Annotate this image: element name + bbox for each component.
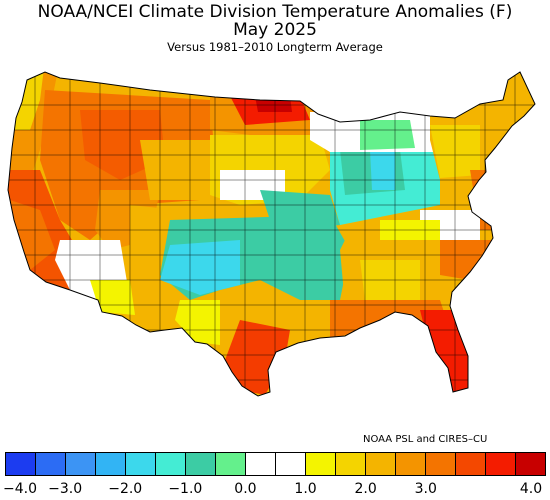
color-legend bbox=[5, 452, 546, 476]
legend-swatch bbox=[66, 453, 96, 475]
legend-swatch bbox=[336, 453, 366, 475]
legend-swatch bbox=[36, 453, 66, 475]
legend-swatch bbox=[96, 453, 126, 475]
legend-tick-label: 1.0 bbox=[294, 481, 317, 497]
legend-tick-label: 3.0 bbox=[414, 481, 437, 497]
legend-swatch bbox=[456, 453, 486, 475]
legend-tick-label: −2.0 bbox=[108, 481, 143, 497]
legend-swatch bbox=[426, 453, 456, 475]
legend-swatch bbox=[216, 453, 246, 475]
legend-swatch bbox=[246, 453, 276, 475]
us-outline bbox=[7, 71, 536, 397]
legend-swatch bbox=[6, 453, 36, 475]
map-date: May 2025 bbox=[233, 20, 317, 40]
map-baseline: Versus 1981–2010 Longterm Average bbox=[167, 40, 383, 54]
legend-tick-label: 2.0 bbox=[354, 481, 377, 497]
legend-tick-label: −1.0 bbox=[168, 481, 203, 497]
legend-tick-label: 4.0 bbox=[519, 481, 543, 497]
legend-swatch bbox=[486, 453, 516, 475]
legend-swatch bbox=[156, 453, 186, 475]
legend-tick-label: −4.0 bbox=[3, 481, 37, 497]
legend-swatch bbox=[126, 453, 156, 475]
legend-swatch bbox=[276, 453, 306, 475]
legend-swatch bbox=[366, 453, 396, 475]
legend-tick-label: −3.0 bbox=[48, 481, 83, 497]
legend-swatch bbox=[516, 453, 545, 475]
legend-swatch bbox=[396, 453, 426, 475]
credit-label: NOAA PSL and CIRES–CU bbox=[363, 434, 488, 445]
legend-swatch bbox=[306, 453, 336, 475]
legend-swatch bbox=[186, 453, 216, 475]
map-fill bbox=[8, 72, 535, 396]
legend-tick-label: 0.0 bbox=[234, 481, 257, 497]
map-title: NOAA/NCEI Climate Division Temperature A… bbox=[37, 2, 513, 22]
